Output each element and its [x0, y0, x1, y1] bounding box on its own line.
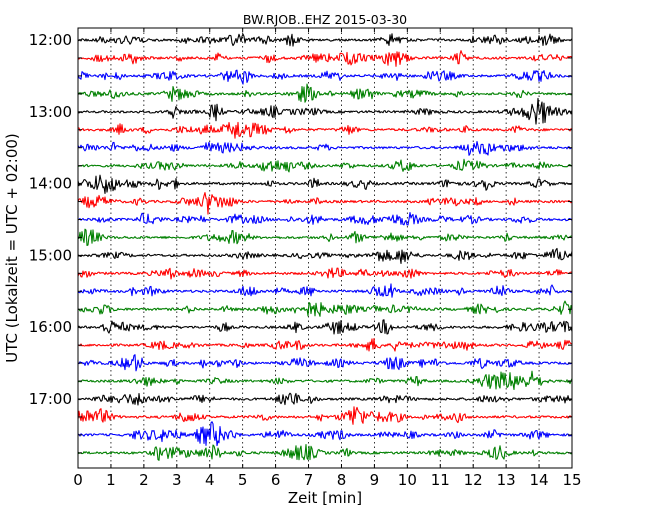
trace-16:15 — [78, 338, 573, 352]
tick-layer: 0 1 2 3 4 5 6 7 8 9 10 11 12 13 14 1512:0013:0014:0015:… — [29, 28, 582, 489]
x-tick-label: 13 — [497, 471, 516, 489]
trace-16:30 — [77, 354, 573, 372]
trace-15:15 — [77, 267, 573, 280]
grid-layer — [110, 28, 540, 468]
trace-13:00 — [77, 97, 573, 125]
trace-17:15 — [77, 406, 573, 425]
trace-14:45 — [77, 228, 573, 247]
plot-frame — [77, 27, 573, 469]
y-tick-label: 17:00 — [29, 390, 72, 408]
trace-12:30 — [77, 69, 573, 85]
trace-12:45 — [77, 83, 573, 103]
x-tick-label: 14 — [530, 471, 549, 489]
x-tick-label: 1 — [106, 471, 116, 489]
y-tick-label: 12:00 — [29, 31, 72, 49]
x-tick-label: 8 — [337, 471, 347, 489]
trace-14:15 — [77, 192, 573, 215]
trace-layer — [77, 33, 573, 461]
x-tick-label: 6 — [271, 471, 281, 489]
x-tick-label: 4 — [205, 471, 215, 489]
trace-13:45 — [77, 158, 573, 173]
trace-13:30 — [77, 140, 573, 156]
y-tick-label: 13:00 — [29, 103, 72, 121]
x-tick-label: 0 — [73, 471, 83, 489]
trace-17:30 — [77, 421, 573, 447]
trace-15:30 — [77, 283, 573, 298]
trace-13:15 — [77, 121, 573, 139]
y-tick-label: 14:00 — [29, 175, 72, 193]
trace-16:45 — [77, 370, 573, 391]
x-tick-label: 9 — [370, 471, 380, 489]
trace-12:15 — [77, 50, 573, 67]
trace-12:00 — [77, 33, 573, 47]
x-axis-title: Zeit [min] — [288, 489, 362, 507]
trace-14:00 — [77, 174, 573, 194]
trace-17:45 — [77, 444, 573, 461]
x-tick-label: 2 — [139, 471, 149, 489]
trace-14:30 — [77, 212, 573, 226]
x-tick-label: 10 — [398, 471, 417, 489]
x-tick-label: 5 — [238, 471, 248, 489]
x-tick-label: 3 — [172, 471, 182, 489]
x-tick-label: 7 — [304, 471, 314, 489]
chart-title: BW.RJOB..EHZ 2015-03-30 — [243, 12, 407, 27]
x-tick-label: 11 — [431, 471, 450, 489]
trace-15:45 — [77, 300, 573, 317]
trace-17:00 — [77, 392, 573, 406]
y-tick-label: 15:00 — [29, 246, 72, 264]
x-tick-label: 15 — [562, 471, 581, 489]
trace-16:00 — [77, 319, 573, 335]
y-axis-title: UTC (Lokalzeit = UTC + 02:00) — [3, 133, 21, 363]
x-tick-label: 12 — [464, 471, 483, 489]
trace-15:00 — [77, 247, 573, 264]
y-tick-label: 16:00 — [29, 318, 72, 336]
